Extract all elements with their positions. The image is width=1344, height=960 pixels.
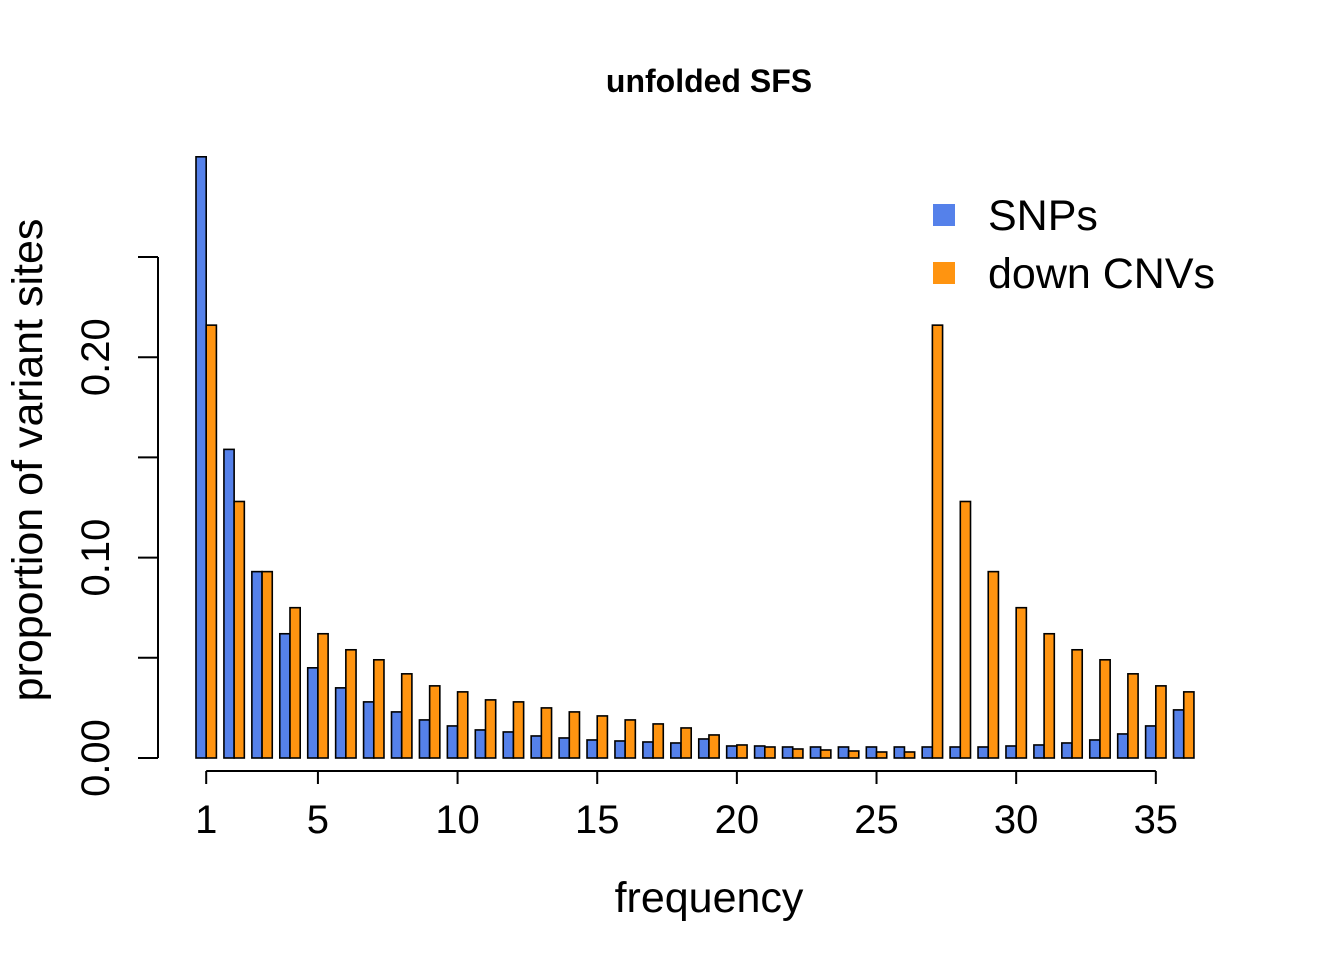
bar-down-cnvs-14	[568, 711, 581, 759]
bar-down-cnvs-12	[512, 701, 525, 759]
x-tick-label-10: 10	[435, 798, 480, 842]
bar-down-cnvs-4	[289, 606, 301, 759]
chart-title: unfolded SFS	[606, 63, 812, 99]
bar-down-cnvs-10	[456, 691, 469, 759]
bar-down-cnvs-7	[372, 658, 385, 759]
bar-snps-22	[781, 746, 794, 759]
bar-snps-3	[251, 570, 263, 759]
bar-down-cnvs-32	[1071, 648, 1084, 759]
legend-swatch-down-cnvs	[933, 262, 955, 284]
bar-snps-30	[1005, 745, 1017, 759]
bar-down-cnvs-23	[819, 749, 832, 759]
bar-down-cnvs-29	[987, 570, 1000, 759]
bar-down-cnvs-17	[652, 723, 665, 759]
bar-down-cnvs-16	[624, 719, 637, 759]
bar-snps-11	[474, 729, 487, 759]
legend-label-snps: SNPs	[988, 192, 1098, 240]
bar-down-cnvs-19	[708, 734, 720, 759]
y-tick-label-0.20: 0.20	[74, 318, 118, 396]
bar-down-cnvs-25	[875, 751, 888, 759]
x-tick-label-25: 25	[854, 798, 899, 842]
bar-snps-17	[642, 741, 654, 759]
bar-snps-19	[697, 738, 710, 759]
bar-snps-24	[837, 746, 850, 759]
bar-snps-21	[753, 745, 766, 759]
bar-snps-6	[334, 687, 347, 759]
bar-down-cnvs-1	[205, 324, 218, 759]
bar-down-cnvs-28	[959, 500, 972, 759]
bar-snps-7	[362, 701, 375, 759]
bar-down-cnvs-9	[428, 685, 441, 759]
y-axis-label: proportion of variant sites	[4, 219, 52, 702]
bar-snps-15	[586, 739, 599, 759]
bar-down-cnvs-20	[736, 744, 748, 759]
bar-down-cnvs-36	[1182, 691, 1195, 759]
x-tick-label-20: 20	[715, 798, 760, 842]
y-axis: 0.00 0.10 0.20	[74, 256, 159, 797]
bar-snps-14	[558, 737, 571, 759]
bar-snps-18	[670, 742, 682, 759]
bar-snps-26	[893, 746, 906, 759]
x-tick-label-15: 15	[575, 798, 620, 842]
legend-label-down-cnvs: down CNVs	[988, 250, 1215, 298]
bar-snps-23	[809, 746, 822, 759]
bar-snps-29	[977, 746, 990, 759]
bars-group	[195, 156, 1195, 759]
x-tick-label-35: 35	[1134, 798, 1179, 842]
bar-down-cnvs-31	[1043, 632, 1056, 759]
bar-snps-20	[725, 745, 738, 759]
bar-snps-33	[1088, 739, 1101, 759]
x-axis-label: frequency	[615, 874, 804, 922]
bar-down-cnvs-34	[1127, 673, 1139, 759]
bar-snps-28	[949, 746, 962, 759]
bar-down-cnvs-27	[931, 324, 944, 759]
bar-snps-36	[1172, 709, 1185, 759]
bar-down-cnvs-13	[540, 707, 553, 759]
x-tick-label-30: 30	[994, 798, 1039, 842]
bar-snps-5	[306, 667, 319, 759]
bar-snps-27	[921, 746, 934, 759]
bar-snps-9	[418, 719, 431, 759]
bar-snps-32	[1061, 742, 1073, 759]
x-axis: 1 5 10 15 20 25 30 35	[195, 770, 1179, 842]
bar-snps-13	[530, 735, 543, 759]
bar-down-cnvs-21	[763, 746, 776, 759]
legend: SNPs down CNVs	[933, 192, 1215, 298]
bar-down-cnvs-11	[484, 699, 497, 759]
bar-snps-2	[223, 448, 235, 759]
y-tick-label-0.00: 0.00	[74, 719, 118, 797]
bar-down-cnvs-24	[847, 750, 860, 759]
legend-swatch-snps	[933, 204, 955, 226]
bar-snps-4	[278, 632, 291, 759]
bar-snps-35	[1144, 725, 1157, 759]
bar-down-cnvs-6	[345, 648, 357, 759]
bar-down-cnvs-22	[791, 748, 804, 759]
bar-snps-16	[614, 740, 626, 759]
bar-snps-1	[195, 156, 207, 759]
bar-down-cnvs-18	[680, 727, 693, 759]
bar-down-cnvs-35	[1155, 685, 1167, 759]
bar-down-cnvs-30	[1015, 606, 1028, 759]
x-tick-label-1: 1	[195, 798, 217, 842]
bar-down-cnvs-3	[261, 570, 274, 759]
bar-down-cnvs-5	[317, 632, 329, 759]
bar-snps-12	[502, 731, 515, 759]
bar-down-cnvs-26	[903, 751, 916, 759]
bar-down-cnvs-33	[1099, 658, 1111, 759]
bar-down-cnvs-15	[596, 715, 609, 759]
bar-down-cnvs-2	[233, 500, 246, 759]
bar-snps-8	[390, 711, 403, 759]
bar-snps-25	[865, 746, 878, 759]
bar-down-cnvs-8	[400, 673, 413, 759]
x-tick-label-5: 5	[307, 798, 329, 842]
bar-snps-34	[1116, 733, 1129, 759]
bar-snps-31	[1033, 744, 1045, 759]
y-tick-label-0.10: 0.10	[74, 519, 118, 597]
bar-snps-10	[446, 725, 459, 759]
